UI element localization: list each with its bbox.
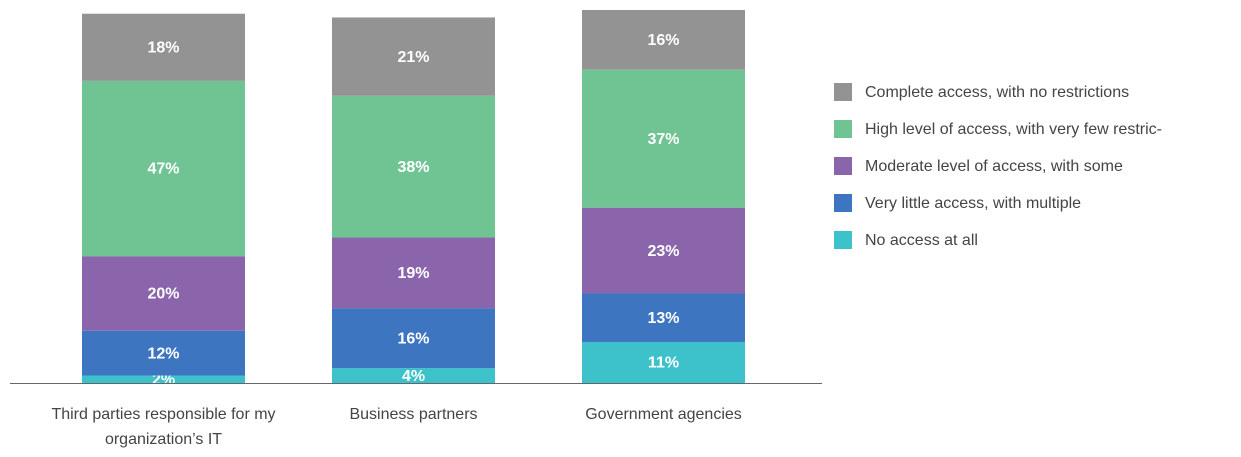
value-label: 2% — [152, 371, 175, 388]
bar-segment — [332, 17, 495, 96]
x-tick-label: Business partners — [349, 406, 478, 423]
legend-label: Moderate level of access, with some — [865, 158, 1123, 175]
value-label: 23% — [647, 243, 679, 260]
value-label: 37% — [647, 131, 679, 148]
legend-swatch — [834, 157, 852, 175]
value-label: 16% — [647, 32, 679, 49]
bar-segment — [82, 80, 245, 257]
bar-segment — [582, 207, 745, 294]
legend-label: High level of access, with very few rest… — [865, 121, 1162, 138]
bar-segment — [82, 13, 245, 81]
value-label: 19% — [397, 265, 429, 282]
legend-swatch — [834, 231, 852, 249]
bar-segment — [582, 341, 745, 383]
legend-label: No access at all — [865, 232, 978, 249]
x-tick-label: Third parties responsible for my organiz… — [51, 406, 276, 448]
value-label: 16% — [397, 330, 429, 347]
x-tick-label: Government agencies — [585, 406, 742, 423]
legend-swatch — [834, 83, 852, 101]
value-label: 13% — [647, 310, 679, 327]
legend-swatch — [834, 120, 852, 138]
value-label: 12% — [147, 345, 179, 362]
value-label: 21% — [397, 49, 429, 66]
value-label: 20% — [147, 286, 179, 303]
bar-segment — [82, 330, 245, 376]
value-label: 4% — [402, 368, 425, 385]
bar-segment — [582, 293, 745, 342]
bar-segment — [332, 237, 495, 309]
bar-segment — [332, 95, 495, 238]
bar-segment — [582, 10, 745, 70]
bar-segment — [582, 69, 745, 208]
legend-swatch — [834, 194, 852, 212]
value-label: 38% — [397, 159, 429, 176]
bar-segment — [82, 375, 245, 383]
legend-label: Complete access, with no restrictions — [865, 84, 1129, 101]
bar-segment — [332, 308, 495, 369]
bar-segment — [82, 256, 245, 331]
value-label: 47% — [147, 161, 179, 178]
legend-label: Very little access, with multiple — [865, 195, 1081, 212]
value-label: 18% — [147, 40, 179, 57]
value-label: 11% — [648, 355, 679, 372]
bar-segment — [332, 368, 495, 383]
